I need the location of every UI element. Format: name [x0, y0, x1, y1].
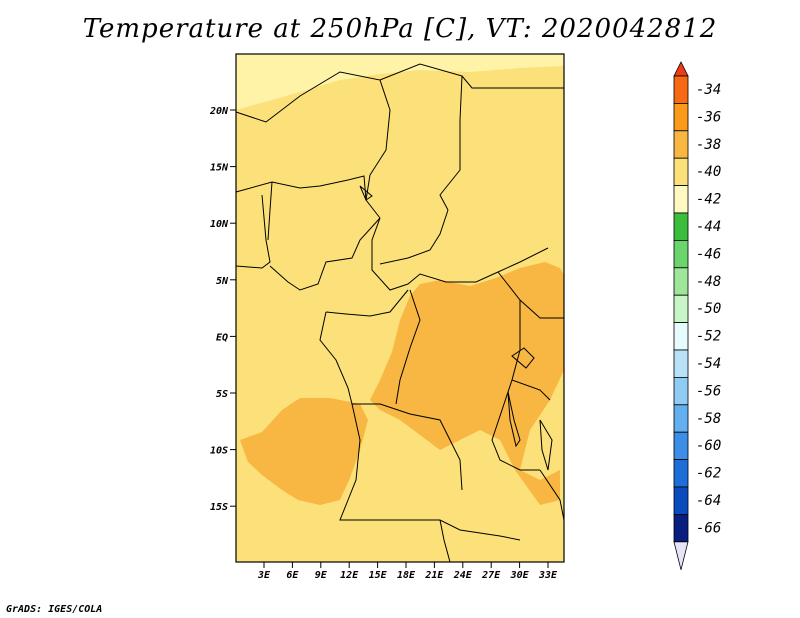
- colorbar-segment: [673, 294, 689, 324]
- lon-tick-label: 21E: [424, 570, 444, 581]
- colorbar-segment: [673, 212, 689, 241]
- north-light-region: [236, 54, 564, 110]
- lat-tick-label: 5N: [216, 276, 229, 287]
- lat-tick-label: 20N: [209, 106, 229, 117]
- map-panel: [235, 53, 565, 563]
- colorbar-label: -66: [696, 520, 721, 536]
- lon-tick-label: 9E: [315, 570, 328, 581]
- longitude-axis: 3E 6E 9E 12E 15E 18E 21E 24E 27E 30E 33E: [257, 562, 558, 581]
- colorbar-segment: [673, 459, 689, 488]
- latitude-axis: 20N 15N 10N 5N EQ 5S 10S 15S: [209, 106, 236, 513]
- warm-region-southwest: [240, 398, 368, 505]
- lon-tick-label: 27E: [481, 570, 501, 581]
- colorbar-label: -50: [696, 301, 721, 317]
- colorbar-label: -64: [696, 493, 721, 509]
- colorbar-segment: [673, 349, 689, 378]
- colorbar-label: -54: [696, 356, 721, 372]
- colorbar-label: -48: [696, 274, 721, 290]
- lon-tick-label: 15E: [369, 570, 388, 581]
- lon-tick-label: 12E: [340, 570, 359, 581]
- lon-tick-label: 6E: [286, 570, 299, 581]
- colorbar-bottom-arrow: [673, 541, 689, 570]
- lon-tick-label: 24E: [453, 570, 473, 581]
- colorbar-label: -52: [696, 329, 721, 345]
- lat-tick-label: 10N: [210, 219, 229, 230]
- lon-tick-label: 3E: [257, 570, 271, 581]
- country-borders: [235, 63, 565, 563]
- lat-tick-label: 10S: [210, 446, 228, 457]
- lat-tick-label: 15N: [210, 163, 229, 174]
- colorbar-segment: [673, 322, 689, 351]
- colorbar-segment: [673, 404, 689, 433]
- lon-tick-label: 30E: [510, 570, 530, 581]
- chart-title: Temperature at 250hPa [C], VT: 202004281…: [82, 14, 718, 44]
- warm-region-east-small: [520, 290, 560, 330]
- colorbar-label: -42: [696, 192, 721, 208]
- colorbar-label: -36: [696, 109, 721, 125]
- lat-tick-label: 5S: [216, 389, 228, 400]
- colorbar-label: -38: [696, 137, 721, 153]
- grads-credit: GrADS: IGES/COLA: [6, 604, 103, 615]
- colorbar-segment: [673, 239, 689, 269]
- colorbar-segment: [673, 75, 689, 104]
- colorbar-label: -40: [696, 164, 721, 180]
- colorbar-label: -58: [696, 411, 721, 427]
- lon-tick-label: 33E: [538, 570, 558, 581]
- colorbar: -34 -36 -38 -40 -42 -44 -46 -48 -50 -52 -54 -56 -58 -…: [673, 61, 721, 570]
- colorbar-label: -44: [696, 219, 721, 235]
- colorbar-segment: [673, 486, 689, 515]
- colorbar-top-arrow: [673, 61, 689, 77]
- colorbar-segment: [673, 103, 689, 132]
- colorbar-label: -56: [696, 383, 721, 399]
- colorbar-segment: [673, 431, 689, 461]
- colorbar-segment: [673, 376, 689, 406]
- colorbar-label: -34: [696, 82, 721, 98]
- colorbar-label: -60: [696, 438, 721, 454]
- colorbar-segment: [673, 157, 689, 186]
- lat-tick-label: EQ: [216, 332, 228, 343]
- map-frame: [235, 53, 565, 563]
- lat-tick-label: 15S: [210, 502, 228, 513]
- colorbar-segment: [673, 130, 689, 159]
- colorbar-label: -62: [696, 466, 721, 482]
- colorbar-label: -46: [696, 246, 721, 262]
- colorbar-segment: [673, 267, 689, 296]
- colorbar-segment: [673, 185, 689, 214]
- lakes: [359, 185, 553, 471]
- lon-tick-label: 18E: [397, 570, 416, 581]
- colorbar-segment: [673, 514, 689, 543]
